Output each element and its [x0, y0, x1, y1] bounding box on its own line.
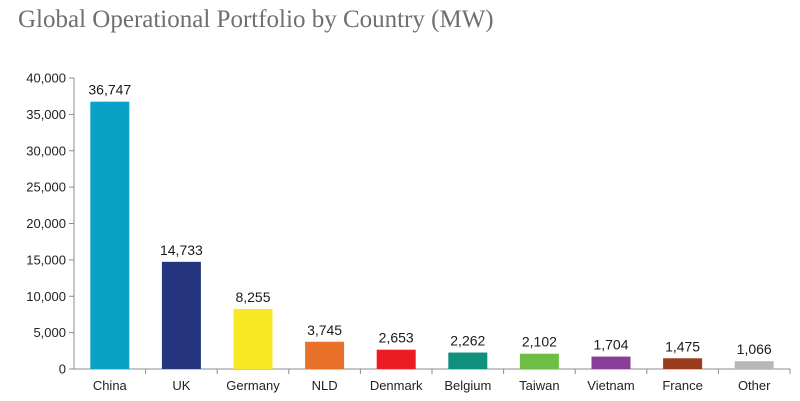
bar-uk [161, 261, 201, 369]
category-label: Taiwan [519, 378, 559, 393]
category-label: NLD [312, 378, 338, 393]
data-label: 3,745 [307, 322, 342, 338]
bar-germany [233, 308, 273, 369]
y-tick-label: 10,000 [26, 289, 66, 304]
y-tick-label: 35,000 [26, 107, 66, 122]
bar-nld [305, 341, 345, 369]
data-label: 8,255 [235, 289, 270, 305]
data-label: 14,733 [160, 242, 203, 258]
data-label: 2,262 [450, 333, 485, 349]
chart-title: Global Operational Portfolio by Country … [18, 6, 494, 33]
category-label: France [662, 378, 702, 393]
bar-vietnam [591, 356, 631, 369]
bar-taiwan [519, 353, 559, 369]
data-label: 1,475 [665, 338, 700, 354]
category-label: China [93, 378, 128, 393]
y-tick-label: 20,000 [26, 216, 66, 231]
bar-denmark [376, 349, 416, 369]
bar-belgium [448, 352, 488, 369]
category-label: Other [738, 378, 771, 393]
category-label: Belgium [444, 378, 491, 393]
y-tick-label: 30,000 [26, 143, 66, 158]
y-tick-label: 40,000 [26, 71, 66, 86]
data-label: 2,653 [379, 330, 414, 346]
category-label: Germany [226, 378, 280, 393]
category-label: UK [172, 378, 190, 393]
y-tick-label: 5,000 [33, 325, 66, 340]
y-tick-label: 15,000 [26, 252, 66, 267]
bar-france [663, 358, 703, 369]
category-label: Denmark [370, 378, 423, 393]
data-label: 1,066 [737, 341, 772, 357]
y-tick-label: 0 [59, 362, 66, 377]
bar-other [734, 361, 774, 369]
y-tick-label: 25,000 [26, 180, 66, 195]
data-label: 2,102 [522, 334, 557, 350]
bar-china [90, 101, 130, 369]
data-label: 1,704 [593, 337, 628, 353]
category-label: Vietnam [587, 378, 634, 393]
data-label: 36,747 [88, 82, 131, 98]
